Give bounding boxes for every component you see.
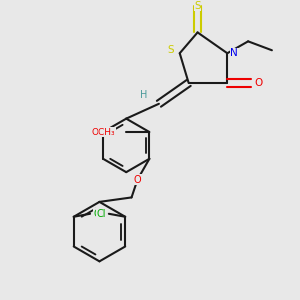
- Text: H: H: [140, 90, 148, 100]
- Text: Cl: Cl: [93, 209, 103, 219]
- Text: O: O: [254, 78, 262, 88]
- Text: S: S: [194, 1, 201, 11]
- Text: S: S: [167, 45, 174, 55]
- Text: OCH₃: OCH₃: [92, 128, 115, 136]
- Text: Cl: Cl: [96, 209, 106, 219]
- Text: N: N: [230, 48, 238, 58]
- Text: O: O: [134, 175, 141, 184]
